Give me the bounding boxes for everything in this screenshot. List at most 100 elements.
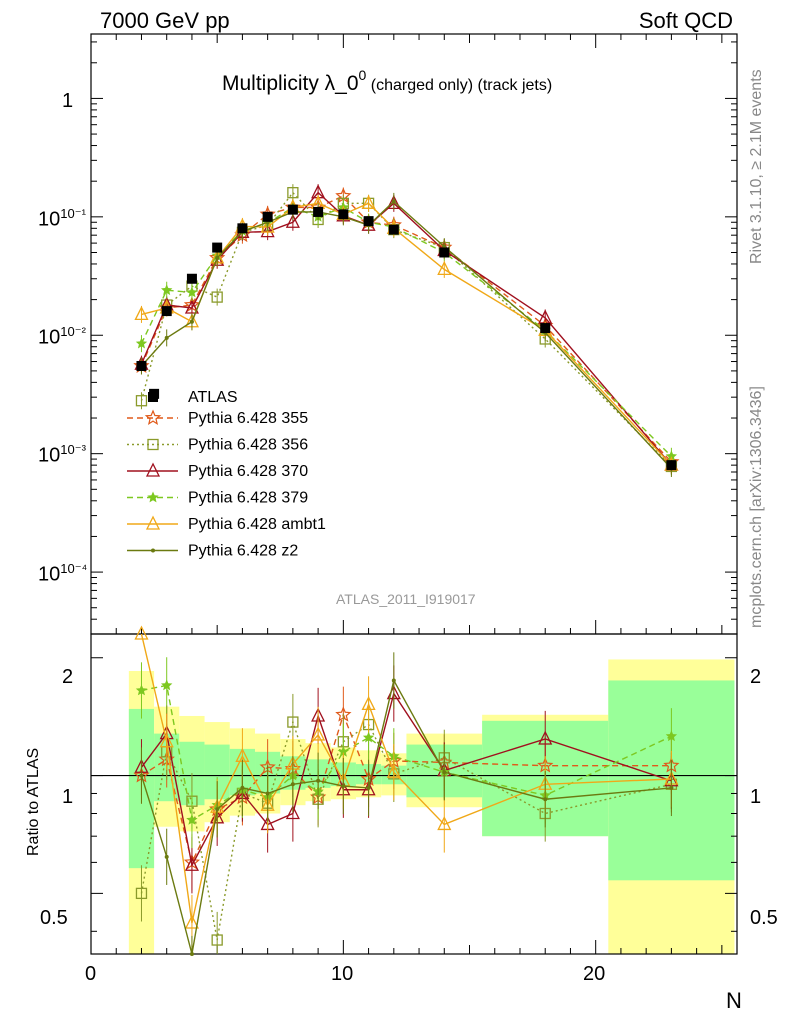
chart-title-rest: (charged only) (track jets) (366, 77, 552, 94)
data-point (388, 224, 399, 235)
legend-label-3: Pythia 6.428 379 (188, 490, 308, 507)
data-point (186, 273, 197, 284)
ratio-frame (90, 633, 738, 955)
ratio-point (538, 730, 553, 745)
ratio-point (285, 805, 300, 820)
series-line-5 (140, 200, 672, 469)
ratio-point (161, 679, 173, 691)
main-series-layer (133, 184, 680, 477)
header-left: 7000 GeV pp (100, 8, 230, 33)
ratio-point (211, 934, 223, 946)
y-tick-1e-3-exp: 10⁻³ (60, 442, 86, 457)
legend-label-2: Pythia 6.428 370 (188, 463, 308, 480)
data-point (666, 460, 677, 471)
ratio-line-1 (140, 719, 672, 941)
series-point (184, 299, 199, 314)
x-tick-label-0: 0 (85, 963, 96, 985)
ratio-point (361, 695, 376, 711)
ratio-y-tick-right-05: 0.5 (750, 907, 778, 929)
data-point (338, 209, 349, 220)
series-point (135, 337, 148, 349)
data-point (262, 211, 273, 222)
ratio-y-tick-left-05: 0.5 (40, 907, 68, 929)
series-point (164, 335, 169, 340)
x-axis-label: N (726, 988, 742, 1013)
ratio-point (265, 791, 270, 796)
header-right: Soft QCD (638, 8, 733, 33)
ratio-point (391, 678, 396, 683)
data-point (313, 206, 324, 217)
series-point (211, 291, 223, 303)
series-point (665, 450, 678, 462)
series-point (134, 305, 149, 321)
data-point (237, 223, 248, 234)
legend-label-4: Pythia 6.428 ambt1 (188, 516, 326, 533)
x-tick-label-20: 20 (583, 963, 605, 985)
ratio-line-0 (141, 712, 672, 865)
ratio-point (184, 914, 199, 929)
ratio-point (159, 733, 174, 748)
legend-label-1: Pythia 6.428 356 (188, 437, 308, 454)
ratio-y-tick-left-1: 1 (62, 786, 73, 808)
data-point (287, 204, 298, 215)
legend-marker-4 (145, 515, 161, 530)
data-point (540, 323, 551, 334)
series-point (215, 255, 220, 260)
data-point (136, 360, 147, 371)
y-tick-1e-4: 1010⁻⁴ (38, 561, 88, 586)
ratio-point (669, 785, 674, 790)
legend: ATLAS Pythia 6.428 355 Pythia 6.428 356 Pyt… (127, 389, 326, 560)
y-tick-1: 1 (62, 90, 74, 112)
ratio-point (543, 797, 548, 802)
ratio-point (442, 770, 447, 775)
data-point (212, 242, 223, 253)
y-tick-1e-2-exp: 10⁻² (60, 324, 86, 339)
y-tick-1e-1: 1010⁻¹ (38, 206, 86, 231)
chart-texts: Multiplicity λ_00 (charged only) (track … (25, 67, 778, 1013)
legend-marker-0 (144, 409, 162, 425)
ratio-point (437, 816, 452, 831)
ratio-point (386, 763, 401, 778)
ratio-point (139, 773, 144, 778)
series-point (260, 223, 275, 238)
y-tick-1e-1-exp: 10⁻¹ (60, 206, 86, 221)
axis-ticks (90, 34, 737, 954)
ratio-point (240, 785, 245, 790)
ratio-point (337, 745, 350, 757)
ratio-y-tick-left-2: 2 (62, 666, 73, 688)
ratio-y-tick-right-2: 2 (750, 666, 761, 688)
ratio-y-tick-right-1: 1 (750, 786, 761, 808)
y-tick-1e-3: 1010⁻³ (38, 442, 86, 467)
series-point (287, 187, 299, 199)
ratio-point (164, 854, 169, 859)
plot-frames (90, 33, 738, 955)
series-point (161, 284, 173, 296)
series-point (186, 286, 198, 298)
ratio-point (341, 784, 346, 789)
legend-marker-data (148, 392, 158, 402)
chart-title-main: Multiplicity λ_0 (222, 72, 359, 95)
ratio-point (290, 782, 295, 787)
ratio-line-3 (141, 684, 672, 822)
ratio-point (135, 684, 148, 696)
series-point (260, 218, 275, 233)
ratio-point (134, 625, 149, 640)
legend-marker-1 (147, 438, 159, 451)
ratio-line-5 (140, 678, 672, 955)
ratio-point (311, 726, 326, 741)
series-line-2 (140, 191, 672, 466)
chart-title-sup: 0 (359, 67, 367, 83)
ratio-point (186, 814, 198, 825)
legend-label-data: ATLAS (188, 389, 238, 406)
y-tick-1e-4-exp: 10⁻⁴ (60, 561, 88, 576)
series-point (135, 395, 148, 407)
legend-marker-2 (145, 462, 161, 477)
legend-marker-3 (147, 491, 159, 503)
legend-label-0: Pythia 6.428 355 (188, 410, 308, 427)
ratio-point (189, 952, 194, 956)
ratio-point (316, 778, 321, 783)
ratio-point (665, 730, 678, 742)
data-point (161, 306, 172, 317)
ratio-point (215, 807, 220, 812)
